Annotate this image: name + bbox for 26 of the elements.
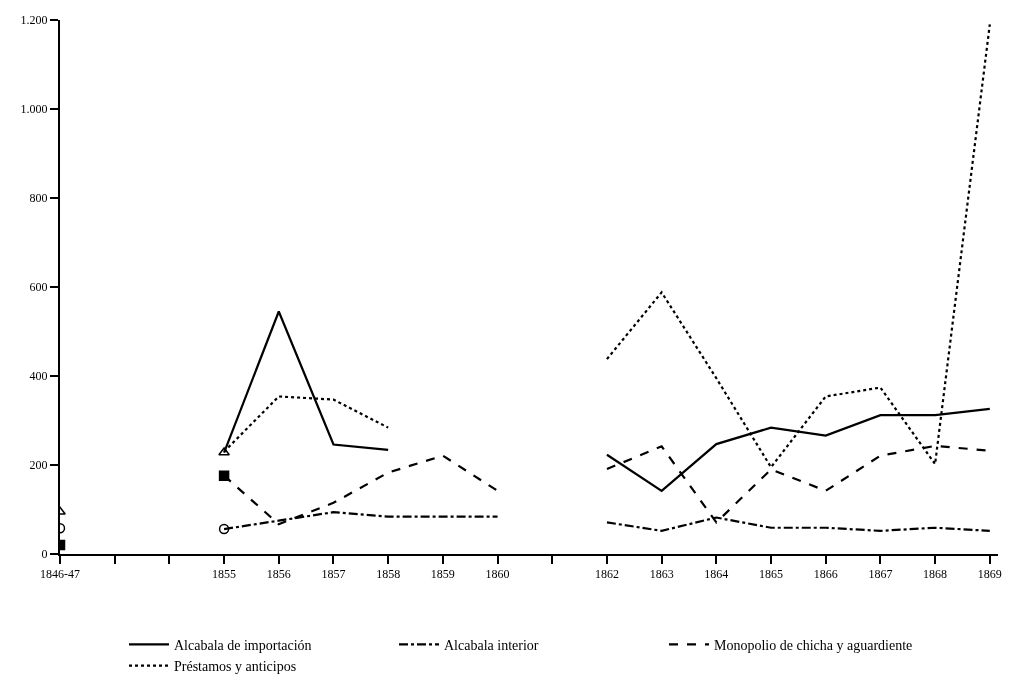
x-tick-label: 1863 bbox=[649, 567, 674, 582]
y-tick-label: 0 bbox=[41, 547, 48, 562]
y-tick-label: 1.000 bbox=[20, 102, 48, 117]
x-tick-label: 1858 bbox=[376, 567, 401, 582]
x-tick-label: 1855 bbox=[212, 567, 237, 582]
y-tick-label: 600 bbox=[29, 280, 48, 295]
legend-label: Alcabala de importación bbox=[174, 637, 312, 653]
legend-label: Monopolio de chicha y aguardiente bbox=[714, 637, 913, 653]
x-tick-label: 1865 bbox=[759, 567, 784, 582]
y-tick-label: 1.200 bbox=[20, 13, 48, 28]
x-tick-label: 1867 bbox=[868, 567, 893, 582]
x-tick-label: 1846-47 bbox=[40, 567, 80, 582]
y-tick-label: 200 bbox=[29, 458, 48, 473]
legend-label: Alcabala interior bbox=[444, 637, 539, 653]
x-tick-label: 1869 bbox=[977, 567, 1002, 582]
x-tick-label: 1857 bbox=[321, 567, 346, 582]
x-tick-label: 1868 bbox=[923, 567, 948, 582]
y-tick-label: 800 bbox=[29, 191, 48, 206]
x-tick-label: 1859 bbox=[430, 567, 455, 582]
legend-label: Préstamos y anticipos bbox=[174, 659, 297, 675]
x-tick-label: 1864 bbox=[704, 567, 729, 582]
x-tick-label: 1862 bbox=[594, 567, 619, 582]
x-tick-label: 1866 bbox=[813, 567, 838, 582]
y-tick-label: 400 bbox=[29, 369, 48, 384]
x-tick-label: 1860 bbox=[485, 567, 510, 582]
x-tick-label: 1856 bbox=[266, 567, 291, 582]
